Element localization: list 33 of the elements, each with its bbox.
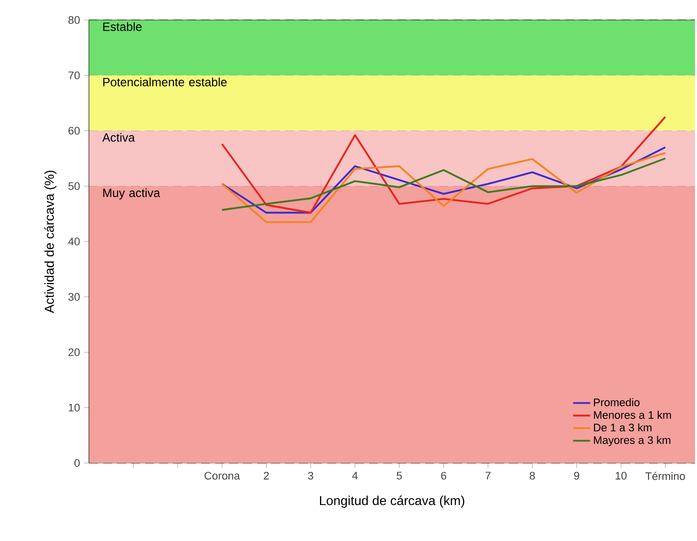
line-series [221,158,666,211]
y-tick-label: 60 [68,126,80,135]
x-tick-label: 7 [485,472,490,480]
y-tick-label: 0 [74,459,80,467]
y-tick-label: 70 [68,72,80,80]
y-tick-label: 40 [68,238,80,246]
legend-label: De 1 a 3 km [594,423,652,432]
legend-label: Mayores a 3 km [594,436,670,446]
x-axis-title: Longitud de cárcava (km) [320,496,464,508]
y-tick-label: 50 [68,182,80,190]
y-tick-label: 20 [68,348,80,356]
x-tick-label: 2 [264,472,269,480]
x-tick-label: 4 [352,472,358,480]
x-tick-label: 9 [574,472,580,480]
x-tick-label: 8 [530,472,535,480]
y-axis-title: Actividad de cárcava (%) [44,170,56,314]
y-tick-label: 80 [68,16,80,24]
x-tick-label: Término [645,472,685,480]
band-label: Potencialmente estable [103,78,227,86]
x-tick-label: 3 [308,472,314,480]
legend-label: Menores a 1 km [594,410,671,419]
band-label: Activa [102,132,135,142]
y-tick-label: 30 [68,292,80,301]
line-series [221,152,666,224]
x-tick-label: Corona [204,472,240,480]
x-tick-label: 10 [616,472,627,480]
band-label: Estable [103,22,142,31]
legend-label: Promedio [594,398,640,406]
line-series [221,116,666,214]
y-tick-label: 10 [68,404,80,412]
x-tick-label: 5 [396,472,402,480]
x-tick-label: 6 [441,472,446,480]
band-label: Muy activa [103,188,160,200]
